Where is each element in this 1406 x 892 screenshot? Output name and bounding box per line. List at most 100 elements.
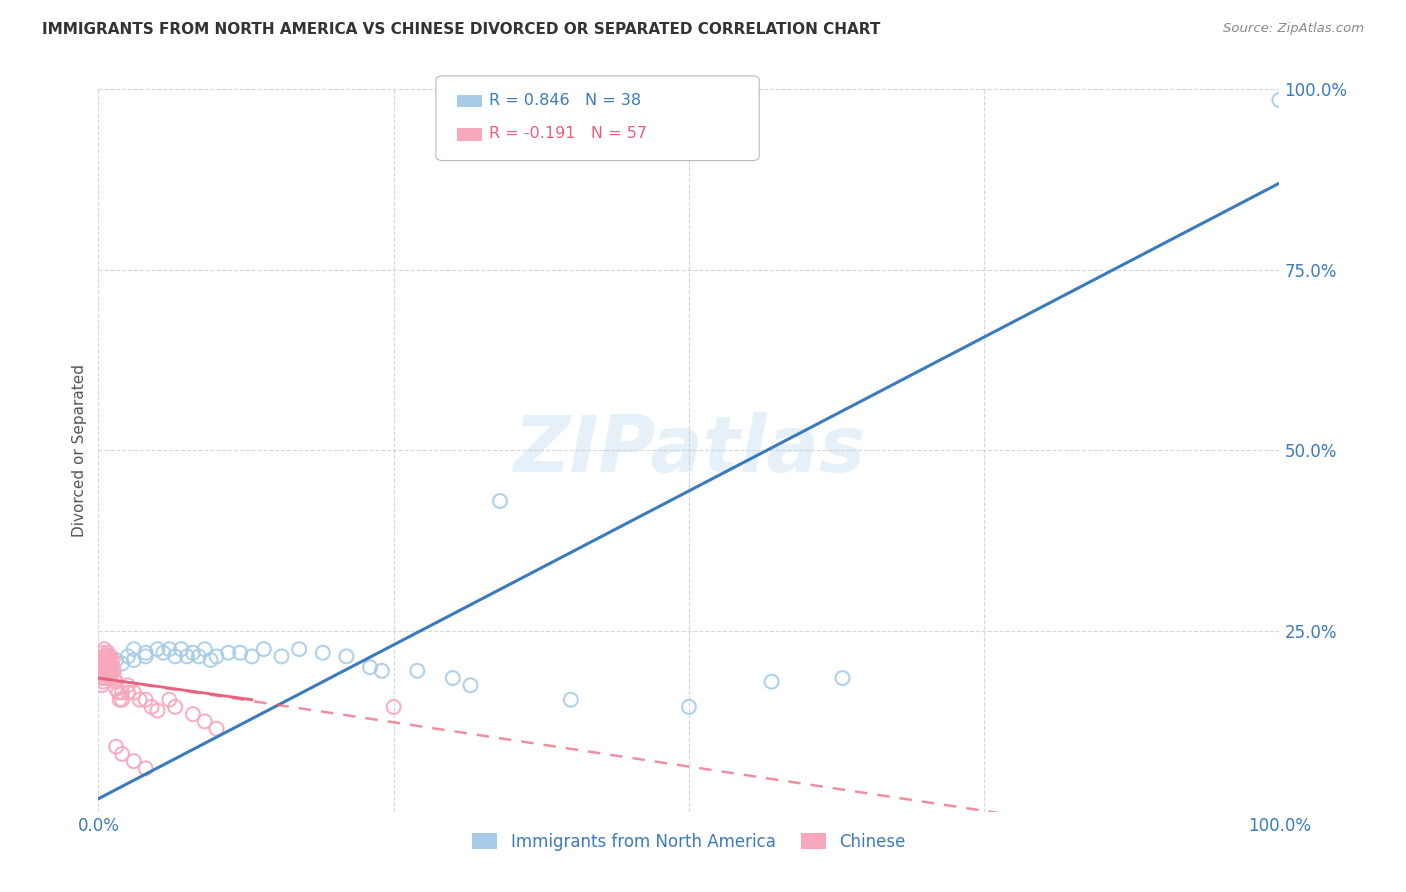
Point <box>98 653 121 667</box>
Point <box>135 646 157 660</box>
Point <box>105 739 128 754</box>
Point <box>460 678 482 692</box>
Point <box>165 700 187 714</box>
Point <box>441 671 464 685</box>
Point <box>91 649 114 664</box>
Point <box>194 714 217 729</box>
Point <box>200 653 222 667</box>
Point <box>240 649 263 664</box>
Point <box>122 685 145 699</box>
Point <box>382 700 405 714</box>
Point <box>94 657 117 671</box>
Point <box>91 671 114 685</box>
Point <box>98 657 121 671</box>
Point <box>117 685 139 699</box>
Point <box>335 649 357 664</box>
Point <box>176 649 198 664</box>
Point <box>157 692 180 706</box>
Point <box>831 671 853 685</box>
Point <box>91 667 114 681</box>
Point <box>97 649 120 664</box>
Point <box>96 660 118 674</box>
Text: R = 0.846   N = 38: R = 0.846 N = 38 <box>489 94 641 108</box>
Point <box>94 664 117 678</box>
Point <box>312 646 335 660</box>
Point <box>146 704 169 718</box>
Point <box>141 700 163 714</box>
Point <box>165 649 187 664</box>
Point <box>108 692 131 706</box>
Point <box>96 653 118 667</box>
Point <box>229 646 252 660</box>
Point <box>105 674 128 689</box>
Point <box>406 664 429 678</box>
Point <box>489 494 512 508</box>
Point <box>103 671 125 685</box>
Point <box>94 649 117 664</box>
Point <box>135 761 157 775</box>
Point <box>122 754 145 768</box>
Point <box>93 642 115 657</box>
Point <box>371 664 394 678</box>
Point <box>98 649 121 664</box>
Point <box>97 664 120 678</box>
Point <box>96 649 118 664</box>
Point <box>253 642 276 657</box>
Text: R = -0.191   N = 57: R = -0.191 N = 57 <box>489 127 647 141</box>
Point <box>91 678 114 692</box>
Point <box>98 664 121 678</box>
Point <box>91 664 114 678</box>
Point <box>560 692 582 706</box>
Point <box>146 642 169 657</box>
Point <box>93 671 115 685</box>
Text: ZIPatlas: ZIPatlas <box>513 412 865 489</box>
Point <box>359 660 381 674</box>
Point <box>105 681 128 696</box>
Point <box>128 692 150 706</box>
Point <box>98 671 121 685</box>
Point <box>91 674 114 689</box>
Point <box>152 646 174 660</box>
Point <box>135 649 157 664</box>
Point <box>111 685 134 699</box>
Point <box>270 649 292 664</box>
Point <box>101 660 124 674</box>
Y-axis label: Divorced or Separated: Divorced or Separated <box>72 364 87 537</box>
Point <box>97 646 120 660</box>
Point <box>181 646 204 660</box>
Point <box>761 674 783 689</box>
Point <box>93 664 115 678</box>
Point <box>117 649 139 664</box>
Point <box>101 653 124 667</box>
Point <box>217 646 239 660</box>
Text: IMMIGRANTS FROM NORTH AMERICA VS CHINESE DIVORCED OR SEPARATED CORRELATION CHART: IMMIGRANTS FROM NORTH AMERICA VS CHINESE… <box>42 22 880 37</box>
Point <box>111 657 134 671</box>
Point <box>91 646 114 660</box>
Point <box>157 642 180 657</box>
Point <box>205 649 228 664</box>
Point <box>181 707 204 722</box>
Point <box>111 692 134 706</box>
Point <box>107 685 129 699</box>
Point <box>205 722 228 736</box>
Point <box>135 692 157 706</box>
Point <box>117 678 139 692</box>
Point <box>122 653 145 667</box>
Point <box>98 660 121 674</box>
Point <box>678 700 700 714</box>
Point <box>98 664 121 678</box>
Point <box>91 657 114 671</box>
Point <box>288 642 311 657</box>
Point <box>1268 93 1291 107</box>
Point <box>187 649 209 664</box>
Legend: Immigrants from North America, Chinese: Immigrants from North America, Chinese <box>465 826 912 857</box>
Point <box>122 642 145 657</box>
Point <box>93 653 115 667</box>
Text: Source: ZipAtlas.com: Source: ZipAtlas.com <box>1223 22 1364 36</box>
Point <box>97 657 120 671</box>
Point <box>170 642 193 657</box>
Point <box>96 667 118 681</box>
Point <box>111 747 134 761</box>
Point <box>105 653 128 667</box>
Point <box>94 671 117 685</box>
